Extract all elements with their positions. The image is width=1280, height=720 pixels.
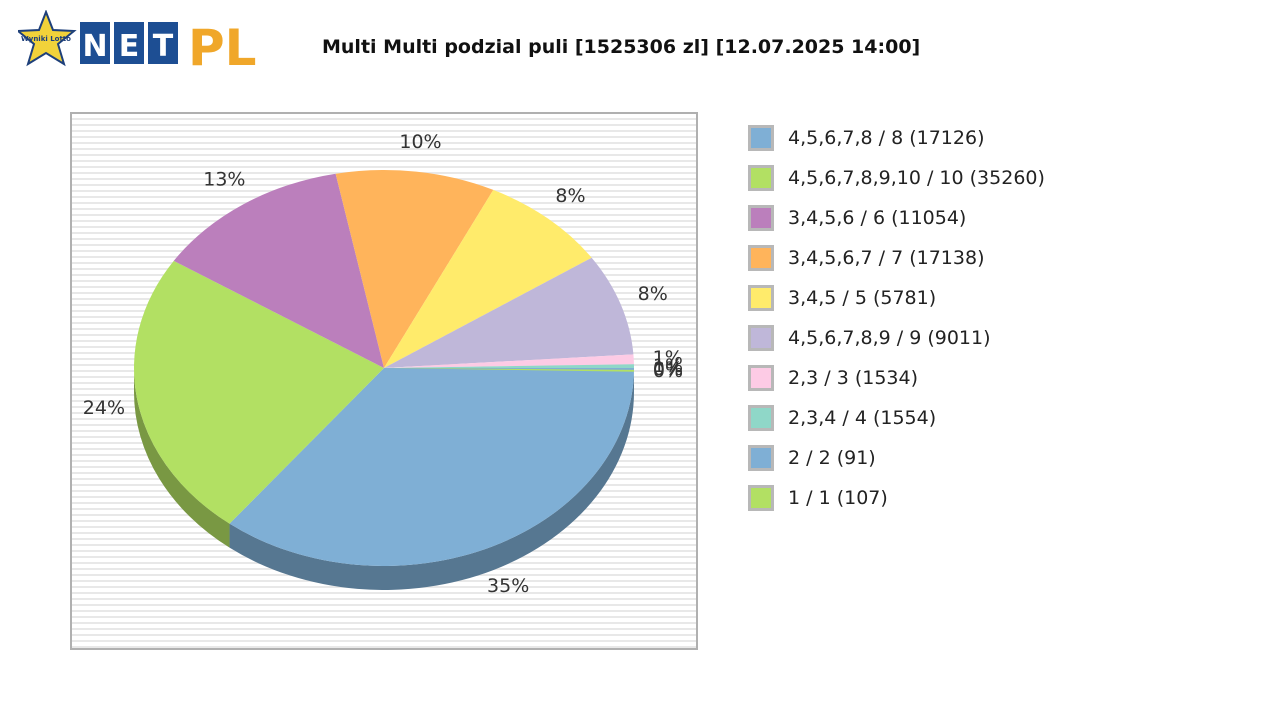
star-icon (15, 9, 77, 67)
pie-slice-8[interactable] (384, 368, 634, 370)
legend-item: 2 / 2 (91) (748, 442, 1045, 474)
legend-item: 2,3,4 / 4 (1554) (748, 402, 1045, 434)
legend-swatch (748, 325, 774, 351)
legend-swatch (748, 125, 774, 151)
legend-swatch (748, 285, 774, 311)
legend-item: 4,5,6,7,8 / 8 (17126) (748, 122, 1045, 154)
legend-swatch (748, 205, 774, 231)
legend-swatch (748, 445, 774, 471)
legend-label: 3,4,5,6 / 6 (11054) (788, 207, 967, 229)
legend-swatch (748, 245, 774, 271)
legend-label: 2,3 / 3 (1534) (788, 367, 919, 389)
legend-label: 3,4,5,6,7 / 7 (17138) (788, 247, 985, 269)
netpl-logo[interactable]: Wyniki Lotto N E T PL (15, 9, 268, 77)
pie-slice-2[interactable] (173, 173, 384, 368)
pie-slice-4[interactable] (384, 189, 592, 368)
pie-label-1: 24% (83, 397, 125, 419)
legend-label: 2 / 2 (91) (788, 447, 876, 469)
legend-label: 3,4,5 / 5 (5781) (788, 287, 937, 309)
pie-label-8: 0% (653, 358, 683, 380)
legend-label: 4,5,6,7,8,9,10 / 10 (35260) (788, 167, 1045, 189)
pie-slice-5[interactable] (384, 257, 634, 368)
legend-item: 3,4,5 / 5 (5781) (748, 282, 1045, 314)
plot-area: 35% 24% 13% 10% 8% 8% 1% 1% 0% 0% (70, 112, 698, 650)
svg-text:T: T (153, 29, 174, 64)
pie-label-0: 35% (487, 575, 529, 597)
svg-text:E: E (119, 29, 140, 64)
pie-slice-6[interactable] (384, 354, 634, 368)
legend-label: 4,5,6,7,8 / 8 (17126) (788, 127, 985, 149)
legend-label: 1 / 1 (107) (788, 487, 888, 509)
pie-side-1 (134, 368, 230, 548)
legend-item: 4,5,6,7,8,9 / 9 (9011) (748, 322, 1045, 354)
legend-label: 4,5,6,7,8,9 / 9 (9011) (788, 327, 991, 349)
svg-text:PL: PL (188, 19, 257, 72)
pie-slice-1[interactable] (133, 260, 384, 524)
legend-item: 2,3 / 3 (1534) (748, 362, 1045, 394)
legend-swatch (748, 485, 774, 511)
pie-label-7: 1% (653, 355, 683, 377)
pie-depth (134, 368, 634, 590)
pie-slice-9[interactable] (384, 368, 634, 372)
pie-side-0 (229, 368, 634, 590)
pie-slice-0[interactable] (229, 368, 634, 566)
legend-swatch (748, 365, 774, 391)
legend-item: 3,4,5,6,7 / 7 (17138) (748, 242, 1045, 274)
legend-swatch (748, 165, 774, 191)
logo-badge: Wyniki Lotto (21, 35, 71, 43)
legend-item: 4,5,6,7,8,9,10 / 10 (35260) (748, 162, 1045, 194)
pie-label-3: 10% (399, 131, 441, 153)
legend: 4,5,6,7,8 / 8 (17126) 4,5,6,7,8,9,10 / 10… (748, 122, 1045, 522)
pie-label-5: 8% (638, 283, 668, 305)
chart-title: Multi Multi podzial puli [1525306 zl] [1… (322, 36, 921, 58)
pie-chart: 35%24%13%10%8%8%1%1%0%0% (83, 131, 683, 597)
pie-label-6: 1% (653, 347, 683, 369)
legend-label: 2,3,4 / 4 (1554) (788, 407, 937, 429)
legend-item: 1 / 1 (107) (748, 482, 1045, 514)
pie-label-4: 8% (555, 185, 585, 207)
pie-label-2: 13% (203, 168, 245, 190)
pie-slice-3[interactable] (335, 170, 494, 368)
legend-swatch (748, 405, 774, 431)
pie-slice-7[interactable] (384, 364, 634, 368)
pie-label-9: 0% (653, 360, 683, 382)
legend-item: 3,4,5,6 / 6 (11054) (748, 202, 1045, 234)
svg-text:N: N (82, 29, 107, 64)
